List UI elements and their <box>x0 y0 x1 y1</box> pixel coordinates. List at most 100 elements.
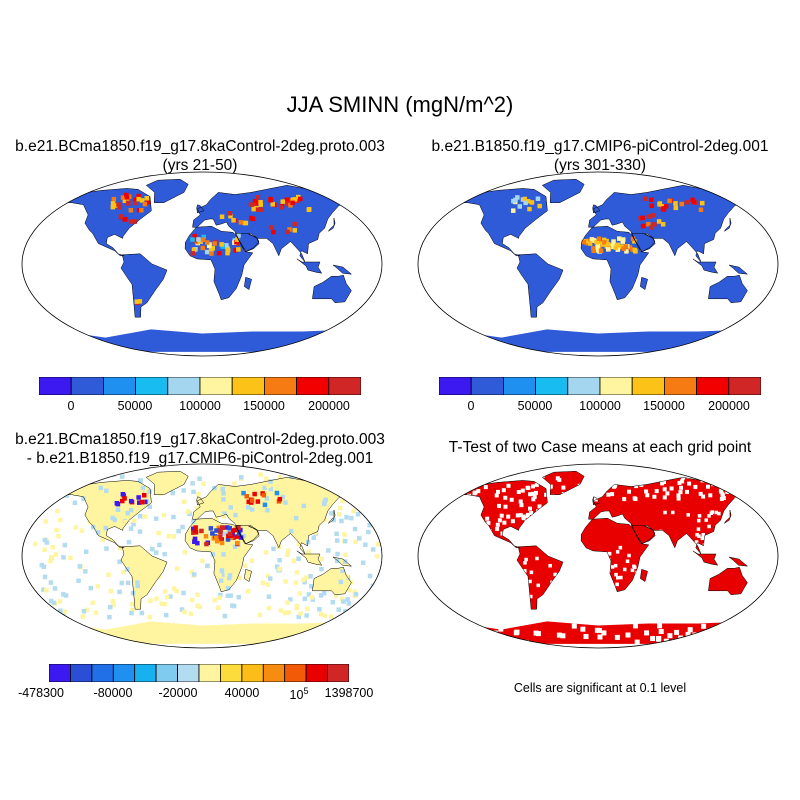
grid-cell <box>171 534 177 539</box>
grid-cell <box>241 533 247 539</box>
grid-cell-insignificant <box>665 491 670 496</box>
grid-cell-insignificant <box>553 572 557 577</box>
grid-cell-insignificant <box>634 570 639 575</box>
grid-cell-insignificant <box>623 567 627 572</box>
grid-cell-insignificant <box>660 481 665 486</box>
grid-cell <box>268 225 274 230</box>
coastline-new-guinea <box>332 264 353 275</box>
grid-cell-insignificant <box>534 482 539 487</box>
grid-cell <box>274 564 280 569</box>
colorbar-swatch <box>199 377 233 395</box>
grid-cell-insignificant <box>516 490 521 494</box>
grid-cell <box>117 205 122 210</box>
grid-cell-insignificant <box>671 510 675 515</box>
colorbar-swatch <box>305 664 328 682</box>
colorbar-label: -80000 <box>93 686 133 700</box>
grid-cell-insignificant <box>614 634 620 640</box>
colorbar-swatch <box>177 664 200 682</box>
grid-cell <box>218 535 223 540</box>
grid-cell <box>309 595 315 600</box>
grid-cell <box>88 585 93 591</box>
grid-cell-insignificant <box>706 484 710 489</box>
grid-cell <box>221 491 226 496</box>
grid-cell <box>126 489 131 495</box>
grid-cell <box>283 579 288 584</box>
grid-cell-insignificant <box>687 627 693 633</box>
grid-cell <box>334 558 340 564</box>
grid-cell <box>640 215 645 221</box>
grid-cell <box>632 239 637 244</box>
grid-cell <box>292 197 298 202</box>
grid-cell-insignificant <box>702 474 707 479</box>
grid-cell <box>143 502 149 507</box>
grid-cell-insignificant <box>509 497 514 502</box>
grid-cell <box>246 499 251 505</box>
grid-cell <box>234 239 239 245</box>
grid-cell <box>318 509 324 514</box>
grid-cell-insignificant <box>600 476 605 481</box>
grid-cell <box>130 487 135 493</box>
grid-cell-insignificant <box>596 628 602 633</box>
grid-cell-insignificant <box>650 636 656 641</box>
grid-cell <box>174 566 180 571</box>
grid-cell <box>262 485 267 491</box>
map-panel-bottom-left <box>21 463 383 649</box>
grid-cell <box>137 529 143 534</box>
grid-cell-insignificant <box>633 623 638 629</box>
grid-cell <box>108 588 114 594</box>
grid-cell-insignificant <box>598 489 603 494</box>
grid-cell <box>195 540 200 546</box>
grid-cell <box>195 592 200 598</box>
grid-cell <box>221 552 226 557</box>
grid-cell-insignificant <box>524 557 528 562</box>
grid-cell-insignificant <box>663 510 667 515</box>
grid-cell <box>258 200 263 205</box>
grid-cell <box>228 505 233 510</box>
grid-cell <box>294 570 300 575</box>
grid-cell-insignificant <box>490 474 495 479</box>
panel-title-line1: b.e21.B1850.f19_g17.CMIP6-piControl-2deg… <box>431 138 769 155</box>
grid-cell <box>126 199 131 205</box>
grid-cell <box>142 493 147 498</box>
grid-cell-insignificant <box>612 484 617 489</box>
grid-cell-insignificant <box>497 503 501 508</box>
grid-cell-insignificant <box>625 559 630 563</box>
colorbar-top-right <box>439 377 761 395</box>
grid-cell-insignificant <box>518 499 523 504</box>
colorbar-label-exponent: 5 <box>303 686 309 696</box>
grid-cell <box>192 233 197 239</box>
grid-cell <box>214 539 220 544</box>
grid-cell <box>649 197 654 202</box>
grid-cell-insignificant <box>541 479 546 484</box>
grid-cell <box>275 529 280 534</box>
grid-cell-insignificant <box>618 474 622 479</box>
grid-cell <box>343 539 348 544</box>
grid-cell <box>147 504 152 509</box>
grid-cell <box>87 517 92 523</box>
grid-cell <box>301 503 307 509</box>
grid-cell <box>197 604 202 610</box>
grid-cell-insignificant <box>525 485 530 490</box>
grid-cell <box>126 539 132 545</box>
grid-cell <box>329 511 334 516</box>
grid-cell-insignificant <box>535 556 539 561</box>
grid-cell <box>345 597 350 602</box>
grid-cell <box>55 509 60 514</box>
grid-cell <box>201 234 206 240</box>
grid-cell <box>157 542 162 548</box>
grid-cell <box>133 200 138 206</box>
grid-cell <box>257 612 263 618</box>
grid-cell <box>190 237 195 242</box>
grid-cell <box>349 515 354 521</box>
grid-cell <box>523 200 528 206</box>
grid-cell-insignificant <box>529 594 533 599</box>
grid-cell-insignificant <box>537 504 542 509</box>
grid-cell <box>39 562 44 568</box>
grid-cell <box>62 542 68 548</box>
grid-cell-insignificant <box>626 479 631 484</box>
continent-new-guinea <box>729 265 748 275</box>
grid-cell <box>285 482 290 488</box>
grid-cell <box>227 582 232 588</box>
grid-cell-insignificant <box>609 477 614 482</box>
grid-cell <box>168 476 173 482</box>
